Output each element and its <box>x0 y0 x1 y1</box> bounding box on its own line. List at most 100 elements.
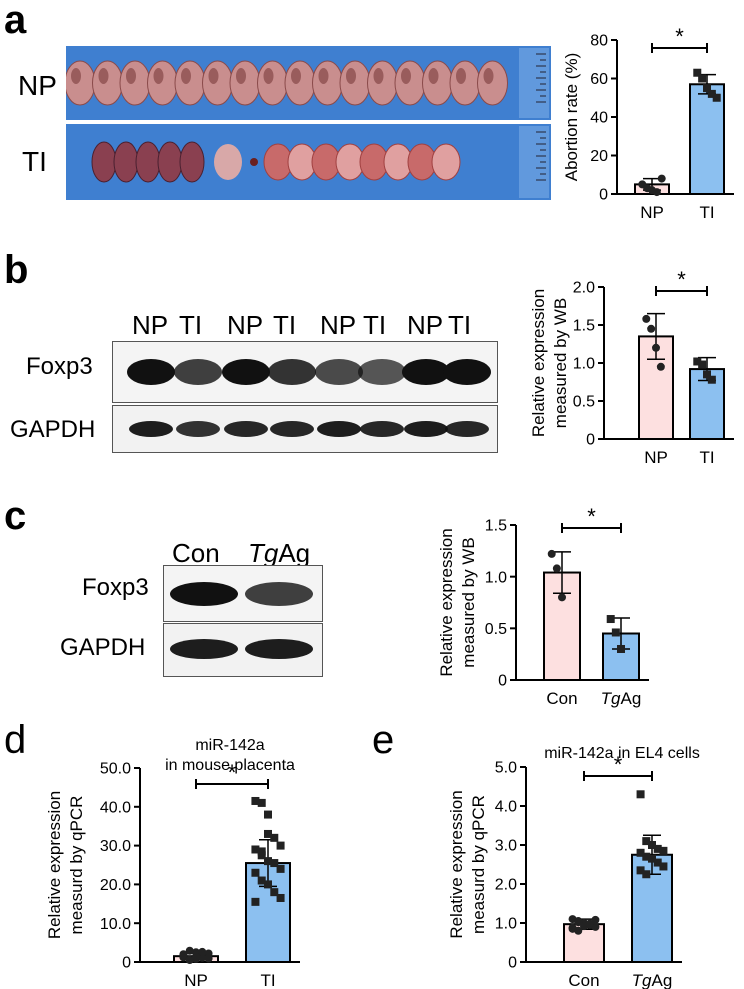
data-point <box>656 362 665 371</box>
data-point <box>611 628 620 637</box>
data-point <box>648 854 656 863</box>
np-site-shadow <box>373 68 384 84</box>
y-tick-label: 0 <box>586 432 595 449</box>
data-point <box>703 84 711 93</box>
data-point <box>270 833 279 842</box>
y-tick-label: 0 <box>498 673 507 690</box>
photo-row-label-np: NP <box>18 70 57 101</box>
ti-fragment <box>250 158 258 166</box>
np-site-shadow <box>401 68 411 84</box>
x-tick-label: Con <box>546 689 577 708</box>
np-site-shadow <box>98 68 109 84</box>
panel-letter-c: c <box>4 494 27 538</box>
np-implantation-site <box>202 60 233 106</box>
data-point <box>198 947 207 956</box>
data-point <box>617 645 625 653</box>
np-implantation-site <box>229 60 261 106</box>
blot-b-lane-label: TI <box>363 310 387 340</box>
y-tick-label: 20.0 <box>100 877 131 894</box>
data-point <box>636 848 645 857</box>
data-point <box>552 564 561 573</box>
np-site-shadow <box>428 68 439 84</box>
blot-b-lane-label: NP <box>227 310 264 340</box>
data-point <box>264 829 272 838</box>
blot-b-foxp3-strip <box>112 341 498 403</box>
data-point <box>251 868 260 877</box>
data-point <box>257 876 266 885</box>
data-point <box>264 810 272 819</box>
significance-star: * <box>677 267 686 292</box>
ti-resorbing-site <box>431 143 461 181</box>
data-point <box>276 841 285 850</box>
np-implantation-site <box>339 60 371 106</box>
data-point <box>251 897 260 906</box>
y-tick-label: 1.0 <box>485 569 507 586</box>
np-site-shadow <box>71 68 81 84</box>
y-tick-label: 30.0 <box>100 838 131 855</box>
ti-hemorrhagic-site <box>157 141 183 183</box>
y-axis-label: Abortion rate (%) <box>562 53 581 182</box>
data-point <box>648 841 656 849</box>
y-axis-label: Relative expression <box>45 791 64 939</box>
ti-hemorrhagic-site <box>135 141 161 183</box>
data-point <box>558 593 566 602</box>
blot-band <box>176 421 220 437</box>
blot-band <box>315 359 363 385</box>
blot-band <box>358 359 406 385</box>
blot-b-lane-label: NP <box>132 310 169 340</box>
blot-c-gapdh-bands <box>170 639 313 659</box>
data-point <box>264 880 272 889</box>
data-point <box>270 888 279 897</box>
x-tick-label: TI <box>260 971 275 989</box>
uterus-ti-image <box>91 126 549 198</box>
x-tick-label: TI <box>699 448 714 467</box>
data-point <box>707 375 716 384</box>
y-tick-label: 2.0 <box>495 877 517 894</box>
data-point <box>703 370 711 379</box>
y-tick-label: 1.5 <box>485 518 507 535</box>
blot-b-lane-label: NP <box>320 310 357 340</box>
blot-b-foxp3-bands <box>127 359 491 385</box>
np-site-shadow <box>456 68 466 84</box>
blot-b-lane-label: NP <box>407 310 444 340</box>
chart-d-qpcr-placenta: 0 10.0 20.0 30.0 40.0 50.0 NP TI * Relative expre… <box>45 737 300 989</box>
np-site-shadow <box>236 68 246 84</box>
blot-band <box>360 421 404 437</box>
blot-b-lane-label: TI <box>179 310 203 340</box>
blot-c-lane-tg: Tg <box>248 538 279 568</box>
blot-band <box>443 359 491 385</box>
data-point <box>264 857 272 866</box>
blot-c-gapdh-strip <box>163 623 323 677</box>
blot-b-foxp3-label: Foxp3 <box>26 353 93 380</box>
uterus-photo-np <box>66 46 551 120</box>
blot-c-foxp3-label: Foxp3 <box>82 574 149 601</box>
data-point <box>707 89 716 98</box>
significance-star: * <box>614 752 623 777</box>
y-tick-label: 1.5 <box>573 318 595 335</box>
y-tick-label: 20 <box>590 148 608 165</box>
panel-letter-b: b <box>4 248 29 292</box>
significance-star: * <box>228 760 237 785</box>
y-tick-label: 0 <box>508 955 517 972</box>
significance-star: * <box>587 504 596 529</box>
photo-row-label-ti: TI <box>22 146 47 177</box>
y-tick-label: 10.0 <box>100 916 131 933</box>
panel-letter-a: a <box>4 0 27 42</box>
np-site-shadow <box>346 68 356 84</box>
np-implantation-site <box>66 60 96 106</box>
bar-TI <box>689 368 725 440</box>
data-point <box>257 847 266 856</box>
blot-band <box>404 421 448 437</box>
y-tick-label: 60 <box>590 71 608 88</box>
blot-band <box>270 421 314 437</box>
data-point <box>652 188 661 197</box>
blot-c-lane-con: Con <box>172 538 220 568</box>
np-implantation-site <box>449 60 481 106</box>
blot-band <box>245 582 313 606</box>
y-axis-label: measured by WB <box>551 298 570 428</box>
np-site-shadow <box>181 68 191 84</box>
np-site-shadow <box>291 68 301 84</box>
data-point <box>257 798 266 807</box>
blot-c-foxp3-strip <box>163 565 323 622</box>
np-implantation-site <box>312 60 343 106</box>
